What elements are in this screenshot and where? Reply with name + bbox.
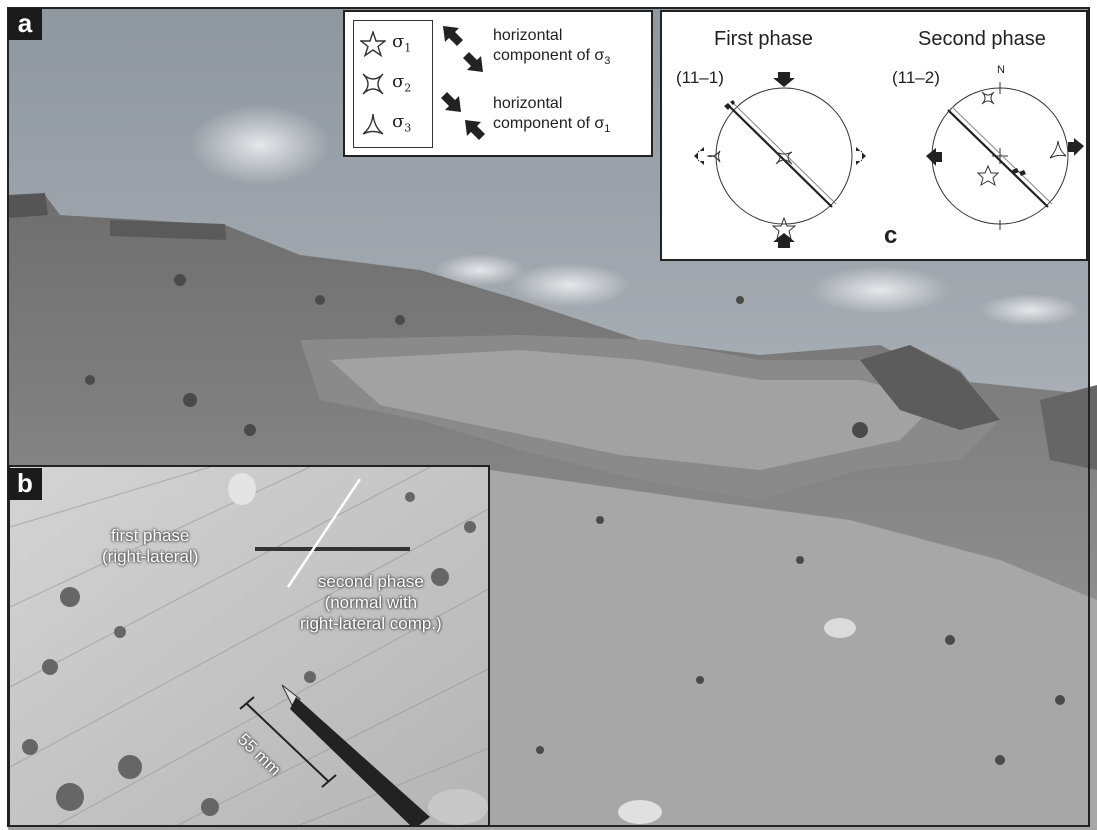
legend: σ1 σ2 σ3 horizontal component of σ3 hori… [343,10,653,157]
cloud [980,294,1080,326]
sigma2-star-icon [362,73,384,95]
sigma1-horizontal-label: horizontal component of σ1 [493,95,611,136]
stereonet-panel: First phase Second phase (11–1) (11–2) N [660,10,1088,261]
panel-label-b: b [8,468,42,500]
stereonet-second-phase [926,82,1084,230]
stereonet-diagrams [694,72,1084,248]
fault-surface-photo: first phase (right-lateral) second phase… [8,465,490,827]
cloud [510,263,630,307]
north-label: N [997,64,1005,76]
first-phase-site-code: (11–1) [676,68,724,87]
cloud [435,254,525,286]
foreground-slope [490,470,1097,830]
cloud [810,266,950,314]
pencil [281,684,488,825]
scale-bar [239,696,337,788]
second-phase-site-code: (11–2) [892,68,940,87]
sigma1-star-icon [360,31,386,57]
sigma2-label: σ2 [392,71,412,95]
legend-symbols: σ1 σ2 σ3 [353,20,433,148]
sigma3-triangle-icon [362,113,384,135]
fault-surface-texture [10,467,488,825]
second-phase-title: Second phase [918,28,1046,50]
sigma3-label: σ3 [392,111,412,135]
sigma3-extension-arrows-icon [443,26,483,72]
second-phase-label: second phase (normal with right-lateral … [300,572,442,633]
second-phase-lineation [286,478,362,588]
sigma1-label: σ1 [392,31,412,55]
sigma3-horizontal-label: horizontal component of σ3 [493,27,611,68]
boulder [618,800,662,824]
boulder [824,618,856,638]
panel-label-a: a [8,8,42,40]
sigma1-compression-arrows-icon [441,92,485,140]
first-phase-title: First phase [714,28,813,50]
panel-label-c: c [884,222,898,249]
cloud [190,105,330,185]
stereonet-first-phase [694,72,866,248]
first-phase-label: first phase (right-lateral) [102,526,199,566]
